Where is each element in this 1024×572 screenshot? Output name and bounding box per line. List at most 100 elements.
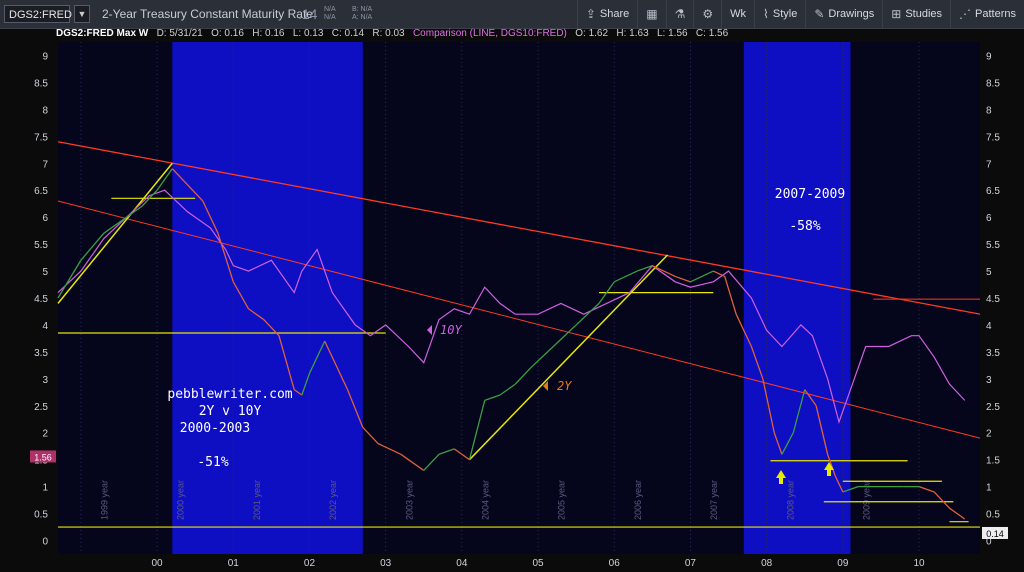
year-label: 2004 year: [481, 480, 491, 520]
share-button[interactable]: ⇪ Share: [576, 0, 637, 28]
y-tick-right: 1: [986, 483, 992, 494]
period-button[interactable]: Wk: [721, 0, 754, 28]
series-2y-segment: [735, 313, 752, 347]
y-tick-left: 5.5: [34, 240, 48, 251]
data-box-icon: ▦: [646, 7, 658, 21]
series-10y-line: [57, 189, 966, 425]
style-button[interactable]: ⌇ Style: [754, 0, 805, 28]
comparison-title: Comparison (LINE, DGS10:FRED): [412, 28, 567, 39]
y-tick-left: 7: [42, 159, 48, 170]
series-2y-segment: [202, 200, 219, 234]
series-2y-segment: [80, 232, 105, 261]
y-tick-right: 4.5: [986, 294, 1000, 305]
bid-ask-readout: B: N/A A: N/A: [352, 6, 373, 21]
series-2y-segment: [141, 189, 158, 207]
uptrend-line-1999: [57, 162, 173, 304]
series-2y-segment: [187, 184, 204, 202]
series-2y-segment: [781, 432, 794, 455]
y-tick-left: 3: [42, 375, 48, 386]
comp-close: C: 1.56: [695, 28, 729, 39]
gear-icon: ⚙: [702, 7, 714, 21]
year-label: 2003 year: [404, 480, 414, 520]
series-2y-segment: [468, 400, 486, 460]
series-2y-segment: [438, 448, 455, 455]
series-2y-segment: [423, 453, 440, 471]
y-tick-right: 6.5: [986, 186, 1000, 197]
annotation-text: 2007-2009: [775, 187, 845, 202]
year-label: 2000 year: [176, 480, 186, 520]
series-2y-segment: [293, 389, 303, 396]
y-tick-right: 8.5: [986, 78, 1000, 89]
info-low: L: 0.13: [292, 28, 324, 39]
series-2y-segment: [118, 205, 143, 224]
year-label: 2002 year: [328, 480, 338, 520]
patterns-icon: ⋰: [959, 7, 972, 21]
y-tick-right: 7.5: [986, 132, 1000, 143]
y-tick-left: 3.5: [34, 348, 48, 359]
x-tick: 07: [685, 558, 697, 569]
series-2y-segment: [636, 265, 653, 272]
y-tick-right: 4: [986, 321, 992, 332]
series-2y-segment: [362, 426, 379, 444]
y-tick-right: 7: [986, 159, 992, 170]
price-badge-right-bg: [982, 526, 1008, 539]
series-2y-segment: [308, 340, 326, 374]
symbol-description: 2-Year Treasury Constant Maturity Rate: [102, 7, 313, 21]
trendline-lower: [57, 200, 981, 439]
series-2y-segment: [453, 448, 470, 461]
y-tick-left: 4: [42, 321, 48, 332]
y-tick-left: 0.5: [34, 510, 48, 521]
study-title: DGS2:FRED Max W: [56, 28, 149, 39]
recession-band: [172, 42, 363, 554]
y-tick-left: 0: [42, 537, 48, 548]
symbol-input[interactable]: DGS2:FRED: [4, 5, 72, 23]
series-2y-segment: [232, 281, 250, 310]
year-label: 2009 year: [862, 480, 872, 520]
y-tick-right: 1.5: [986, 456, 1000, 467]
y-tick-left: 4.5: [34, 294, 48, 305]
series-2y-segment: [713, 270, 726, 278]
y-tick-right: 2.5: [986, 402, 1000, 413]
series-2y-segment: [263, 319, 280, 337]
info-high: H: 0.16: [252, 28, 285, 39]
studies-icon: ⊞: [891, 7, 902, 21]
drawings-button[interactable]: ✎ Drawings: [805, 0, 882, 28]
info-range: R: 0.03: [372, 28, 405, 39]
y-tick-right: 2: [986, 429, 992, 440]
year-label: 2001 year: [252, 480, 262, 520]
studies-button[interactable]: ⊞ Studies: [882, 0, 950, 28]
year-label: 1999 year: [100, 480, 110, 520]
y-tick-right: 6: [986, 213, 992, 224]
flask-button[interactable]: ⚗: [665, 0, 694, 28]
data-box-button[interactable]: ▦: [637, 0, 665, 28]
series-2y-segment: [674, 275, 691, 283]
x-tick: 03: [380, 558, 392, 569]
series-2y-segment: [217, 233, 234, 283]
series-2y-segment: [842, 486, 859, 493]
x-tick: 00: [151, 558, 163, 569]
series-2y-segment: [750, 346, 764, 380]
y-tick-right: 5.5: [986, 240, 1000, 251]
series-2y-segment: [949, 507, 966, 520]
y-tick-right: 0: [986, 537, 992, 548]
series-2y-segment: [598, 281, 615, 304]
x-tick: 05: [532, 558, 544, 569]
y-tick-left: 8.5: [34, 78, 48, 89]
annotation-text: -58%: [789, 219, 820, 234]
series-2y-segment: [815, 405, 829, 455]
comp-high: H: 1.63: [616, 28, 649, 39]
series-2y-segment: [377, 442, 402, 455]
recession-band: [743, 42, 851, 554]
settings-button[interactable]: ⚙: [693, 0, 721, 28]
series-2y-segment: [762, 378, 775, 433]
x-tick: 08: [761, 558, 773, 569]
symbol-dropdown-button[interactable]: ▼: [74, 5, 90, 23]
up-arrow-icon: [776, 470, 786, 484]
year-label: 2005 year: [557, 480, 567, 520]
patterns-button[interactable]: ⋰ Patterns: [950, 0, 1024, 28]
last-price: .14: [298, 6, 318, 22]
y-tick-left: 6.5: [34, 186, 48, 197]
x-tick: 01: [228, 558, 240, 569]
y-tick-left: 2.5: [34, 402, 48, 413]
